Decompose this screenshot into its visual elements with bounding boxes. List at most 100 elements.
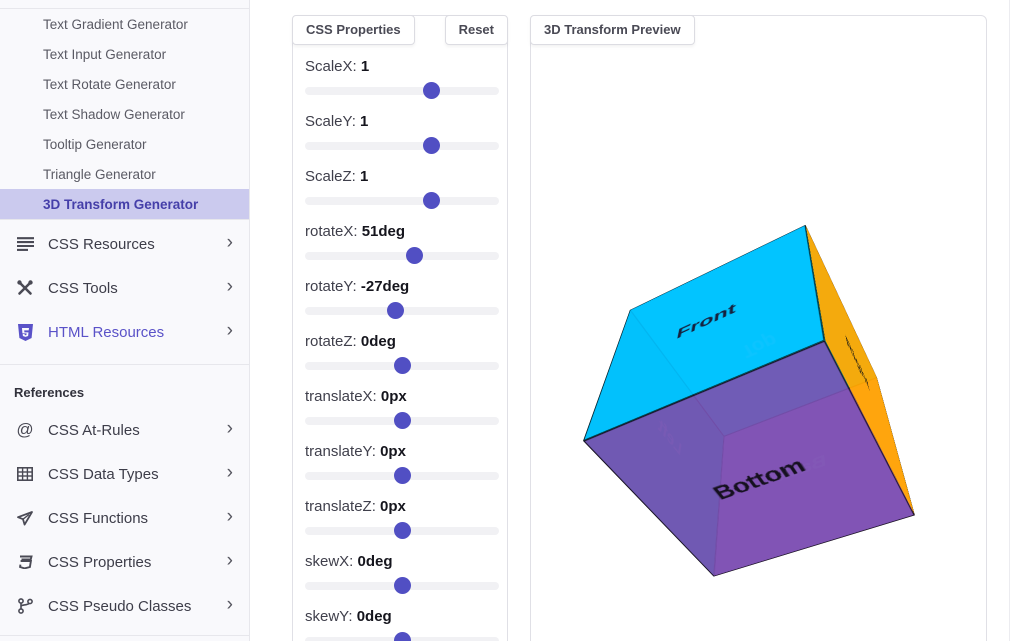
slider-label: ScaleX: 1 bbox=[305, 58, 498, 75]
sidebar-item-label: CSS Functions bbox=[48, 510, 227, 527]
sidebar-item-css-resources[interactable]: CSS Resources › bbox=[0, 222, 249, 266]
skewy-slider[interactable] bbox=[305, 631, 499, 641]
slider-group-skewy: skewY: 0deg bbox=[305, 608, 498, 641]
sidebar-references: @ CSS At-Rules › CSS Data Types › CSS Fu… bbox=[0, 408, 249, 628]
rotatex-slider[interactable] bbox=[305, 246, 499, 265]
slider-label: rotateZ: 0deg bbox=[305, 333, 498, 350]
sidebar-item-text-shadow-generator[interactable]: Text Shadow Generator bbox=[0, 99, 249, 129]
slider-label: skewY: 0deg bbox=[305, 608, 498, 625]
sidebar-item-label: CSS Pseudo Classes bbox=[48, 598, 227, 615]
slider-group-skewx: skewX: 0deg bbox=[305, 553, 498, 595]
sidebar-sections: CSS Resources › CSS Tools › HTML Resourc… bbox=[0, 220, 249, 354]
slider-group-translatex: translateX: 0px bbox=[305, 388, 498, 430]
sidebar-item-label: CSS Data Types bbox=[48, 466, 227, 483]
slider-label: ScaleY: 1 bbox=[305, 113, 498, 130]
css3-icon bbox=[14, 552, 36, 572]
sidebar-item-label: CSS Properties bbox=[48, 554, 227, 571]
slider-group-translatey: translateY: 0px bbox=[305, 443, 498, 485]
reset-button[interactable]: Reset bbox=[445, 15, 508, 45]
main-content: CSS Properties Reset ScaleX: 1 ScaleY: 1… bbox=[250, 0, 1024, 641]
slider-label: skewX: 0deg bbox=[305, 553, 498, 570]
page-edge-divider bbox=[1009, 0, 1010, 641]
css-properties-panel-title: CSS Properties bbox=[292, 15, 415, 45]
slider-group-scalez: ScaleZ: 1 bbox=[305, 168, 498, 210]
slider-value: 51deg bbox=[362, 223, 405, 240]
skewx-slider[interactable] bbox=[305, 576, 499, 595]
cube-stage: Front Back Left Right Top Bott bbox=[654, 298, 864, 508]
chevron-right-icon: › bbox=[227, 595, 233, 617]
cube-face-label: Bottom bbox=[708, 454, 810, 505]
cube: Front Back Left Right Top Bott bbox=[656, 309, 876, 517]
sidebar-item-3d-transform-generator[interactable]: 3D Transform Generator bbox=[0, 189, 249, 219]
slider-value: 1 bbox=[360, 113, 368, 130]
sidebar-item-css-pseudo-classes[interactable]: CSS Pseudo Classes › bbox=[0, 584, 249, 628]
rotatez-slider[interactable] bbox=[305, 356, 499, 375]
chevron-right-icon: › bbox=[227, 277, 233, 299]
translatex-slider[interactable] bbox=[305, 411, 499, 430]
sidebar-item-label: CSS Tools bbox=[48, 280, 227, 297]
sidebar-item-text-rotate-generator[interactable]: Text Rotate Generator bbox=[0, 69, 249, 99]
chevron-right-icon: › bbox=[227, 463, 233, 485]
slider-value: 0deg bbox=[361, 333, 396, 350]
scalex-slider[interactable] bbox=[305, 81, 499, 100]
slider-group-rotatez: rotateZ: 0deg bbox=[305, 333, 498, 375]
slider-value: 0deg bbox=[357, 608, 392, 625]
slider-label: ScaleZ: 1 bbox=[305, 168, 498, 185]
slider-value: 0deg bbox=[358, 553, 393, 570]
sidebar-item-css-data-types[interactable]: CSS Data Types › bbox=[0, 452, 249, 496]
slider-label: rotateX: 51deg bbox=[305, 223, 498, 240]
slider-label: rotateY: -27deg bbox=[305, 278, 498, 295]
transform-preview-panel: 3D Transform Preview Front Back Left Rig… bbox=[530, 15, 987, 641]
slider-value: -27deg bbox=[361, 278, 409, 295]
transform-preview-title: 3D Transform Preview bbox=[530, 15, 695, 45]
slider-value: 1 bbox=[361, 58, 369, 75]
sidebar-item-css-properties[interactable]: CSS Properties › bbox=[0, 540, 249, 584]
sidebar-item-label: CSS Resources bbox=[48, 236, 227, 253]
sidebar-item-html-resources[interactable]: HTML Resources › bbox=[0, 310, 249, 354]
slider-value: 0px bbox=[381, 388, 407, 405]
sidebar-item-label: HTML Resources bbox=[48, 324, 227, 341]
references-heading: References bbox=[0, 365, 249, 408]
slider-group-rotatex: rotateX: 51deg bbox=[305, 223, 498, 265]
slider-group-scalex: ScaleX: 1 bbox=[305, 58, 498, 100]
slider-value: 0px bbox=[380, 498, 406, 515]
sidebar-item-css-at-rules[interactable]: @ CSS At-Rules › bbox=[0, 408, 249, 452]
app-root: Text Gradient Generator Text Input Gener… bbox=[0, 0, 1024, 641]
sidebar-item-text-gradient-generator[interactable]: Text Gradient Generator bbox=[0, 9, 249, 39]
scaley-slider[interactable] bbox=[305, 136, 499, 155]
branch-icon bbox=[14, 596, 36, 616]
translatez-slider[interactable] bbox=[305, 521, 499, 540]
slider-value: 1 bbox=[360, 168, 368, 185]
slider-value: 0px bbox=[380, 443, 406, 460]
html5-icon bbox=[14, 322, 36, 342]
cube-face-label: Right bbox=[844, 331, 871, 395]
slider-group-translatez: translateZ: 0px bbox=[305, 498, 498, 540]
tools-icon bbox=[14, 278, 36, 298]
sidebar: Text Gradient Generator Text Input Gener… bbox=[0, 0, 250, 641]
sidebar-item-css-tools[interactable]: CSS Tools › bbox=[0, 266, 249, 310]
table-icon bbox=[14, 464, 36, 484]
slider-label: translateZ: 0px bbox=[305, 498, 498, 515]
send-icon bbox=[14, 508, 36, 528]
sidebar-bottom-divider bbox=[0, 635, 249, 636]
css-properties-panel: CSS Properties Reset ScaleX: 1 ScaleY: 1… bbox=[292, 15, 508, 641]
sidebar-item-css-functions[interactable]: CSS Functions › bbox=[0, 496, 249, 540]
scalez-slider[interactable] bbox=[305, 191, 499, 210]
rotatey-slider[interactable] bbox=[305, 301, 499, 320]
chevron-right-icon: › bbox=[227, 419, 233, 441]
sidebar-item-triangle-generator[interactable]: Triangle Generator bbox=[0, 159, 249, 189]
slider-group-scaley: ScaleY: 1 bbox=[305, 113, 498, 155]
chevron-right-icon: › bbox=[227, 233, 233, 255]
slider-label: translateX: 0px bbox=[305, 388, 498, 405]
at-icon: @ bbox=[14, 420, 36, 440]
sidebar-item-tooltip-generator[interactable]: Tooltip Generator bbox=[0, 129, 249, 159]
list-icon bbox=[14, 234, 36, 254]
cube-face-label: Front bbox=[675, 300, 737, 343]
sidebar-item-label: CSS At-Rules bbox=[48, 422, 227, 439]
chevron-right-icon: › bbox=[227, 507, 233, 529]
translatey-slider[interactable] bbox=[305, 466, 499, 485]
slider-label: translateY: 0px bbox=[305, 443, 498, 460]
sidebar-item-text-input-generator[interactable]: Text Input Generator bbox=[0, 39, 249, 69]
slider-group-rotatey: rotateY: -27deg bbox=[305, 278, 498, 320]
generator-submenu: Text Gradient Generator Text Input Gener… bbox=[0, 8, 249, 220]
